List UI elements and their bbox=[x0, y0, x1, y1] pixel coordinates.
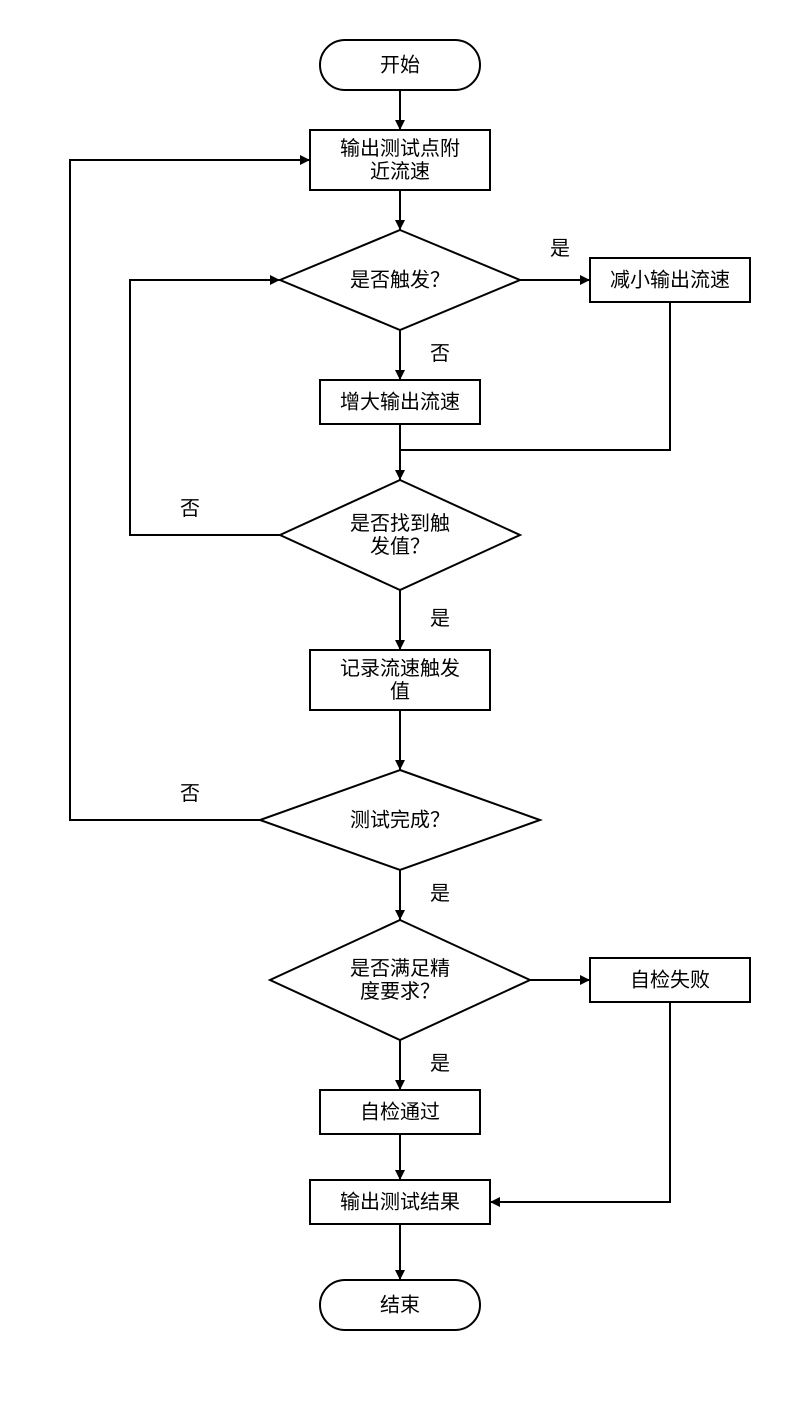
svg-text:记录流速触发: 记录流速触发 bbox=[340, 657, 460, 680]
svg-text:结束: 结束 bbox=[380, 1293, 420, 1316]
svg-text:自检通过: 自检通过 bbox=[360, 1100, 440, 1123]
svg-text:近流速: 近流速 bbox=[370, 160, 430, 183]
svg-text:发值？: 发值？ bbox=[370, 535, 430, 558]
svg-text:值: 值 bbox=[390, 680, 410, 703]
svg-text:输出测试结果: 输出测试结果 bbox=[340, 1190, 460, 1213]
svg-text:度要求？: 度要求？ bbox=[360, 980, 440, 1003]
svg-text:开始: 开始 bbox=[380, 53, 420, 76]
svg-text:是: 是 bbox=[550, 238, 570, 260]
svg-text:否: 否 bbox=[180, 783, 200, 805]
svg-text:自检失败: 自检失败 bbox=[630, 968, 710, 991]
svg-text:是: 是 bbox=[430, 883, 450, 905]
svg-text:减小输出流速: 减小输出流速 bbox=[610, 268, 730, 291]
svg-text:是否找到触: 是否找到触 bbox=[350, 512, 450, 535]
svg-text:否: 否 bbox=[430, 343, 450, 365]
svg-text:否: 否 bbox=[180, 498, 200, 520]
flowchart: 是否否是否是是开始输出测试点附近流速是否触发？减小输出流速增大输出流速是否找到触… bbox=[0, 0, 800, 1408]
svg-text:是否触发？: 是否触发？ bbox=[350, 268, 450, 291]
svg-text:是否满足精: 是否满足精 bbox=[350, 957, 450, 980]
svg-text:是: 是 bbox=[430, 1053, 450, 1075]
svg-text:测试完成？: 测试完成？ bbox=[350, 808, 450, 831]
svg-text:输出测试点附: 输出测试点附 bbox=[340, 137, 460, 160]
svg-text:增大输出流速: 增大输出流速 bbox=[340, 390, 460, 413]
svg-text:是: 是 bbox=[430, 608, 450, 630]
